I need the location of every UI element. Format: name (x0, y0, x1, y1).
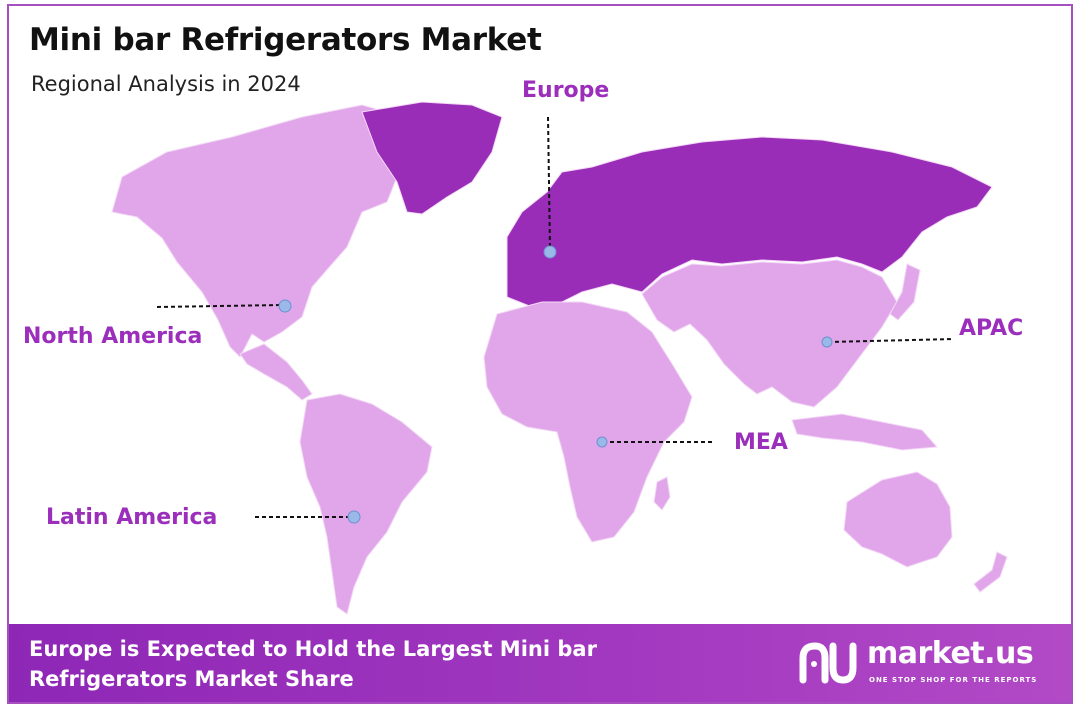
region-central-america (239, 343, 313, 401)
region-africa (483, 301, 693, 543)
logo-tagline: ONE STOP SHOP FOR THE REPORTS (869, 676, 1038, 684)
marker-north-america (278, 299, 292, 313)
region-europe (506, 136, 993, 308)
region-asia (641, 259, 898, 408)
region-indonesia (791, 413, 939, 451)
leader-line-apac (827, 338, 955, 343)
region-greenland (361, 101, 503, 215)
marker-latin-america (347, 510, 361, 524)
footer-text: Europe is Expected to Hold the Largest M… (29, 637, 597, 691)
label-latin-america: Latin America (46, 505, 218, 530)
footer-banner: Europe is Expected to Hold the Largest M… (9, 624, 1071, 702)
label-mea: MEA (734, 430, 788, 455)
world-map (111, 101, 1008, 615)
brand-logo[interactable]: market.us ONE STOP SHOP FOR THE REPORTS (799, 636, 1039, 692)
marker-apac (821, 336, 833, 348)
leader-line-europe (547, 116, 551, 251)
region-madagascar (653, 476, 671, 511)
marker-mea (596, 436, 608, 448)
label-north-america: North America (23, 324, 203, 349)
region-north-america (111, 104, 398, 358)
infographic-frame: Mini bar Refrigerators Market Regional A… (7, 4, 1073, 704)
page-title: Mini bar Refrigerators Market (29, 22, 542, 58)
label-europe: Europe (522, 78, 610, 103)
region-japan (889, 263, 921, 321)
page-subtitle: Regional Analysis in 2024 (31, 72, 301, 96)
marker-europe (543, 245, 557, 259)
region-new-zealand (973, 551, 1008, 593)
market-us-logo-icon (799, 642, 857, 684)
logo-name: market.us (867, 636, 1034, 671)
label-apac: APAC (959, 316, 1024, 341)
region-latin-america (299, 393, 433, 615)
region-australia (843, 471, 953, 568)
